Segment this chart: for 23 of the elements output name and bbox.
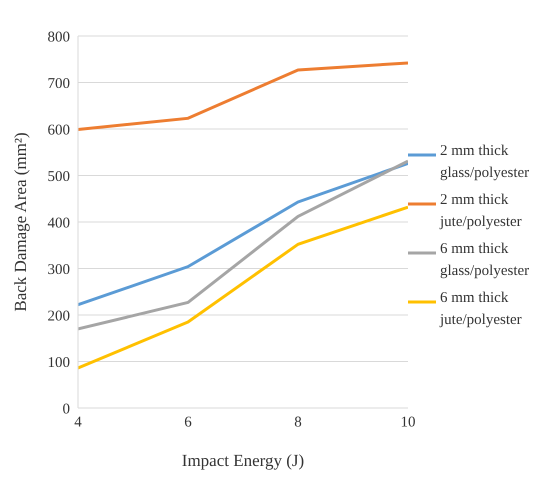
y-tick-label: 0 (62, 401, 70, 418)
y-tick-label: 200 (48, 308, 70, 324)
y-tick-label: 700 (48, 76, 70, 92)
x-tick-label: 8 (294, 414, 302, 431)
x-tick-label: 6 (184, 414, 192, 431)
y-tick-label: 500 (48, 168, 70, 185)
x-axis-title: Impact Energy (J) (182, 451, 304, 470)
line-series (78, 206, 408, 370)
legend-label: 2 mm thick jute/polyester (440, 191, 523, 232)
y-tick-label: 800 (48, 29, 70, 46)
line-series (78, 162, 408, 306)
y-tick-label: 600 (48, 122, 70, 138)
x-tick-label: 10 (400, 414, 416, 431)
y-tick-label: 300 (48, 262, 70, 278)
legend-label: 2 mm thick glass/polyester (440, 142, 530, 183)
y-tick-label: 100 (48, 354, 70, 371)
line-series (78, 61, 408, 131)
legend-label: 6 mm thick glass/polyester (440, 240, 530, 281)
legend-label: 6 mm thick jute/polyester (440, 289, 523, 330)
y-tick-label: 400 (48, 215, 70, 232)
x-tick-label: 4 (74, 414, 82, 431)
y-axis-title: Back Damage Area (mm²) (11, 132, 30, 312)
line-series (78, 160, 408, 330)
